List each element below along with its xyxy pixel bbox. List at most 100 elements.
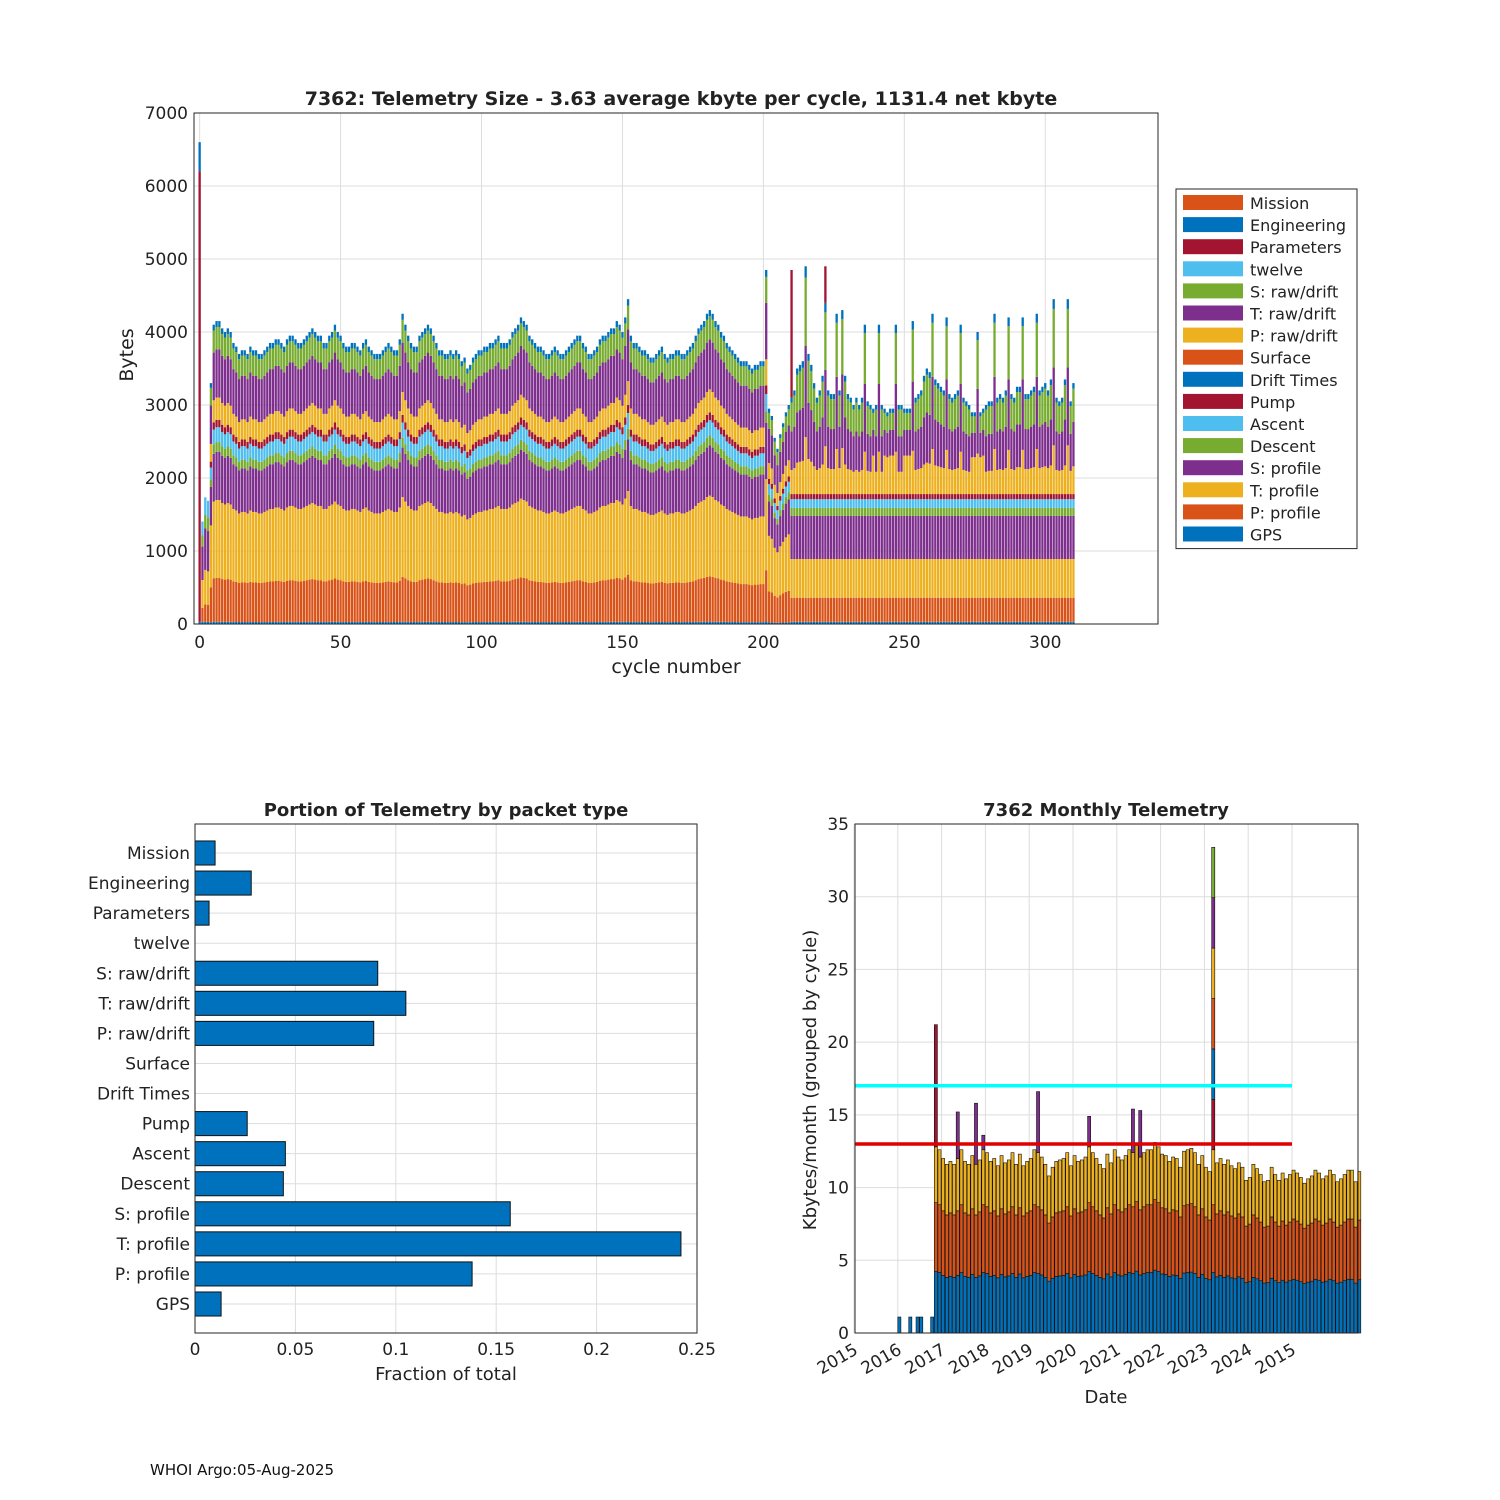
bar-segment — [1015, 494, 1019, 500]
bar-segment — [1350, 1218, 1354, 1280]
bar-segment — [790, 621, 793, 624]
bar-stack — [576, 335, 579, 624]
bar-segment — [579, 335, 582, 342]
bar-segment — [815, 597, 819, 622]
bar-segment — [767, 501, 771, 536]
bar-segment — [330, 405, 334, 428]
bar-segment — [974, 1214, 978, 1278]
bar-segment — [736, 472, 740, 515]
bar-segment — [328, 580, 331, 622]
bar-segment — [452, 448, 455, 462]
bar-segment — [550, 355, 554, 376]
bar-segment — [858, 515, 861, 560]
bar-stack — [1236, 1162, 1241, 1334]
bar-segment — [998, 515, 1002, 560]
bar-segment — [700, 352, 703, 401]
bar-segment — [697, 334, 700, 356]
bar-segment — [1044, 597, 1047, 622]
bar-segment — [756, 584, 759, 623]
bar-segment — [818, 559, 821, 598]
bar-segment — [1049, 494, 1053, 500]
bar-segment — [807, 507, 810, 516]
bar-segment — [953, 499, 957, 508]
bar-segment — [677, 459, 680, 469]
bar-segment — [1038, 390, 1041, 396]
bar-segment — [643, 355, 647, 376]
bar-segment — [967, 597, 971, 622]
bar-segment — [553, 443, 556, 458]
bar-segment — [409, 413, 413, 435]
bar-segment — [739, 622, 742, 624]
bar-segment — [905, 621, 909, 624]
bar-stack — [485, 346, 489, 624]
bar-segment — [829, 559, 833, 598]
bar-segment — [866, 405, 869, 434]
bar-stack — [1174, 1158, 1179, 1334]
bar-segment — [299, 342, 303, 349]
bar-segment — [1215, 1213, 1219, 1278]
bar-segment — [990, 401, 993, 406]
bar-segment — [1120, 1275, 1124, 1334]
bar-segment — [1116, 1209, 1121, 1276]
bar-segment — [579, 580, 582, 622]
bar-segment — [1058, 597, 1061, 622]
bar-segment — [928, 463, 931, 495]
bar-segment — [587, 441, 590, 449]
bar-segment — [497, 362, 500, 409]
bar-stack — [548, 353, 551, 624]
bar-segment — [330, 448, 334, 458]
bar-segment — [226, 424, 229, 432]
bar-segment — [1024, 559, 1027, 598]
bar-segment — [843, 515, 847, 560]
bar-segment — [249, 372, 252, 417]
bar-stack — [784, 412, 788, 624]
bar-segment — [610, 402, 613, 425]
bar-segment — [522, 419, 525, 428]
bar-segment — [553, 372, 556, 417]
bar-segment — [626, 491, 630, 575]
bar-segment — [395, 582, 399, 622]
bar-segment — [607, 457, 610, 505]
bar-segment — [880, 405, 883, 410]
bar-segment — [900, 409, 903, 437]
bar-segment — [257, 513, 260, 583]
bar-segment — [581, 434, 585, 442]
bar-segment — [804, 277, 807, 347]
bar-segment — [717, 324, 720, 331]
bar-segment — [350, 342, 354, 349]
bar-segment — [263, 511, 266, 583]
bar-segment — [488, 413, 492, 435]
bar-segment — [1072, 515, 1075, 560]
bar-segment — [277, 462, 280, 508]
bar-segment — [762, 361, 765, 367]
bar-segment — [1204, 1216, 1208, 1279]
bar-segment — [925, 597, 929, 622]
bar-segment — [643, 350, 647, 356]
bar-segment — [1044, 499, 1047, 508]
legend-swatch — [1183, 371, 1243, 387]
bar-segment — [669, 470, 672, 514]
bar-segment — [629, 460, 633, 506]
bar-segment — [767, 463, 771, 479]
bar-segment — [373, 359, 376, 380]
bar-segment — [485, 437, 489, 444]
bar-segment — [1010, 499, 1013, 508]
legend-entry: P: profile — [1250, 503, 1321, 522]
bar-stack — [598, 339, 602, 624]
bar-segment — [1058, 1211, 1062, 1277]
bar-segment — [1266, 1180, 1270, 1227]
bar-segment — [936, 383, 940, 389]
bar-segment — [311, 446, 314, 456]
bar-segment — [367, 346, 370, 353]
bar-segment — [562, 470, 565, 514]
bar-segment — [435, 434, 438, 442]
bar-segment — [474, 353, 478, 360]
bar-segment — [869, 471, 872, 495]
bar-stack — [666, 357, 669, 624]
bar-segment — [548, 470, 551, 514]
bar-segment — [221, 334, 224, 356]
bar-segment — [951, 515, 954, 560]
bar-segment — [288, 335, 291, 342]
bar-segment — [998, 399, 1002, 430]
bar-segment — [610, 334, 613, 356]
